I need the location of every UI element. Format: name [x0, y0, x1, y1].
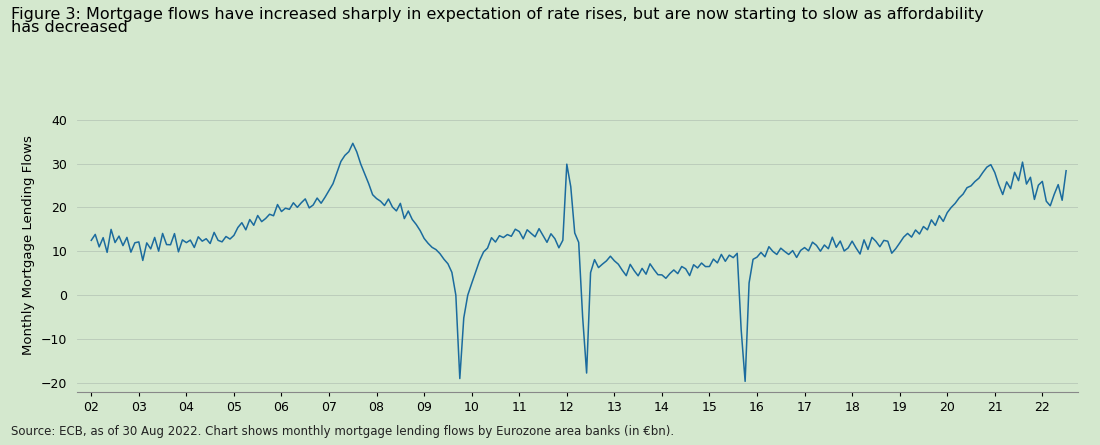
Text: Figure 3: Mortgage flows have increased sharply in expectation of rate rises, bu: Figure 3: Mortgage flows have increased … [11, 7, 983, 22]
Y-axis label: Monthly Mortgage Lending Flows: Monthly Mortgage Lending Flows [22, 135, 35, 355]
Text: Source: ECB, as of 30 Aug 2022. Chart shows monthly mortgage lending flows by Eu: Source: ECB, as of 30 Aug 2022. Chart sh… [11, 425, 674, 438]
Text: has decreased: has decreased [11, 20, 128, 35]
